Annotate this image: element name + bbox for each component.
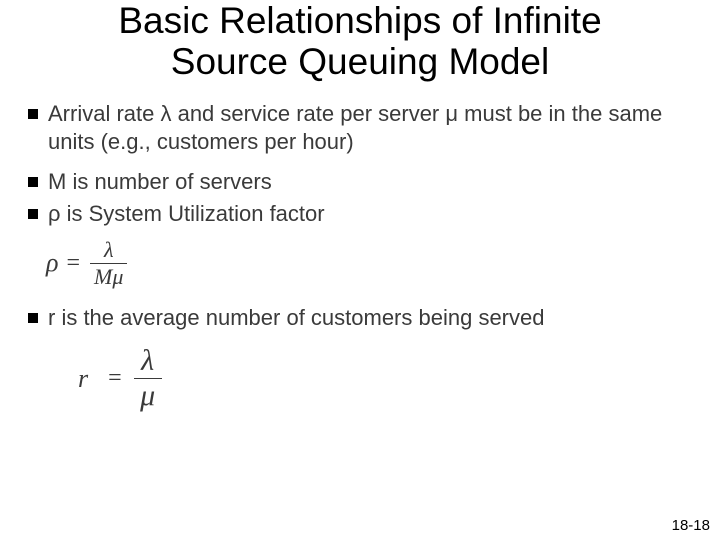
- bullet-text: r is the average number of customers bei…: [48, 304, 544, 332]
- slide-body: Arrival rate λ and service rate per serv…: [28, 100, 700, 427]
- title-line-2: Source Queuing Model: [171, 41, 549, 82]
- formula-lhs: ρ: [46, 248, 58, 278]
- title-line-1: Basic Relationships of Infinite: [118, 0, 601, 41]
- bullet-item: r is the average number of customers bei…: [28, 304, 700, 332]
- page-number: 18-18: [672, 517, 710, 534]
- bullet-icon: [28, 109, 38, 119]
- formula-r: r = λ μ: [78, 344, 700, 413]
- fraction-denominator: μ: [136, 379, 159, 413]
- equals-sign: =: [66, 250, 80, 277]
- fraction-denominator: Mμ: [90, 264, 127, 290]
- equals-sign: =: [108, 365, 122, 392]
- fraction-numerator: λ: [137, 344, 158, 378]
- bullet-item: ρ is System Utilization factor: [28, 200, 700, 228]
- formula-rho: ρ = λ Mμ: [46, 237, 700, 290]
- bullet-text: Arrival rate λ and service rate per serv…: [48, 100, 700, 156]
- bullet-text: M is number of servers: [48, 168, 272, 196]
- bullet-item: Arrival rate λ and service rate per serv…: [28, 100, 700, 156]
- fraction: λ μ: [134, 344, 162, 413]
- bullet-item: M is number of servers: [28, 168, 700, 196]
- bullet-icon: [28, 313, 38, 323]
- fraction: λ Mμ: [90, 237, 127, 290]
- bullet-icon: [28, 209, 38, 219]
- fraction-numerator: λ: [100, 237, 118, 263]
- bullet-text: ρ is System Utilization factor: [48, 200, 325, 228]
- formula-lhs: r: [78, 364, 88, 394]
- slide: Basic Relationships of Infinite Source Q…: [0, 0, 720, 540]
- bullet-icon: [28, 177, 38, 187]
- slide-title: Basic Relationships of Infinite Source Q…: [0, 0, 720, 83]
